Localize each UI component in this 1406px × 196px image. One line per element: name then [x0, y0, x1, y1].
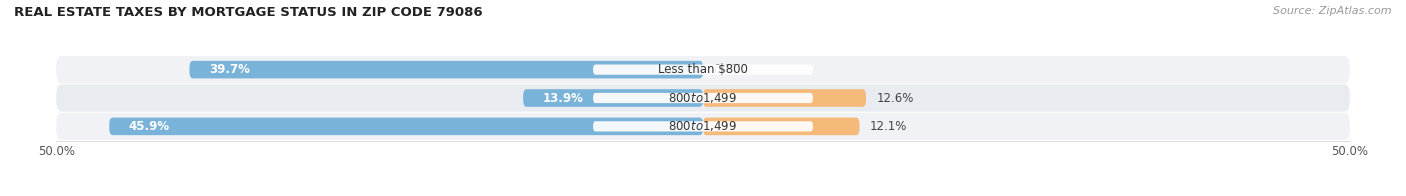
- FancyBboxPatch shape: [110, 118, 703, 135]
- Text: REAL ESTATE TAXES BY MORTGAGE STATUS IN ZIP CODE 79086: REAL ESTATE TAXES BY MORTGAGE STATUS IN …: [14, 6, 482, 19]
- Text: Less than $800: Less than $800: [658, 63, 748, 76]
- Text: $800 to $1,499: $800 to $1,499: [668, 119, 738, 133]
- Text: Source: ZipAtlas.com: Source: ZipAtlas.com: [1274, 6, 1392, 16]
- FancyBboxPatch shape: [593, 93, 813, 103]
- FancyBboxPatch shape: [703, 89, 866, 107]
- Text: 39.7%: 39.7%: [209, 63, 250, 76]
- FancyBboxPatch shape: [593, 64, 813, 75]
- Text: $800 to $1,499: $800 to $1,499: [668, 91, 738, 105]
- Text: 45.9%: 45.9%: [129, 120, 170, 133]
- FancyBboxPatch shape: [593, 121, 813, 132]
- FancyBboxPatch shape: [56, 113, 1350, 140]
- FancyBboxPatch shape: [703, 118, 859, 135]
- Text: 12.6%: 12.6%: [876, 92, 914, 104]
- FancyBboxPatch shape: [56, 84, 1350, 112]
- Text: 13.9%: 13.9%: [543, 92, 583, 104]
- Text: 0.0%: 0.0%: [713, 63, 742, 76]
- FancyBboxPatch shape: [523, 89, 703, 107]
- Text: 12.1%: 12.1%: [870, 120, 907, 133]
- FancyBboxPatch shape: [190, 61, 703, 78]
- FancyBboxPatch shape: [56, 56, 1350, 83]
